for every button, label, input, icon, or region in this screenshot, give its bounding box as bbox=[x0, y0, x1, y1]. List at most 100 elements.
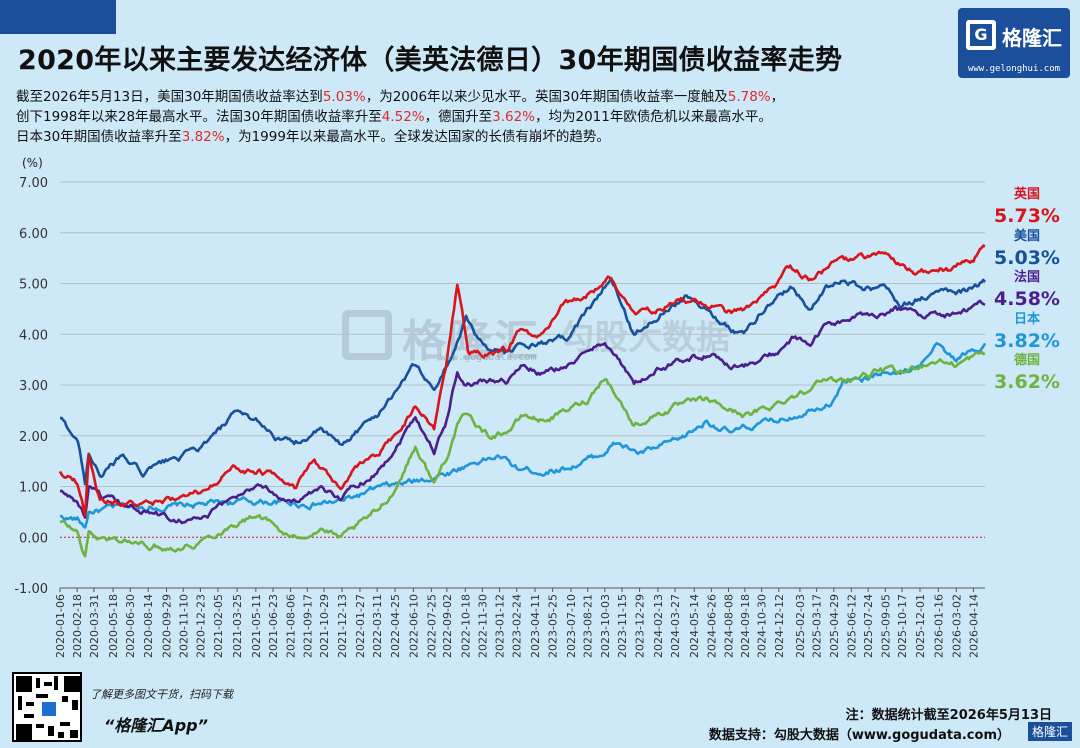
x-tick-label: 2024-02-13 bbox=[652, 594, 665, 658]
qr-module bbox=[36, 694, 48, 698]
description-line: 创下1998年以来28年最高水平。法国30年期国债收益率升至4.52%，德国升至… bbox=[16, 107, 784, 127]
x-tick-label: 2025-02-03 bbox=[794, 594, 807, 658]
description-line: 日本30年期国债收益率升至3.82%，为1999年以来最高水平。全球发达国家的长… bbox=[16, 127, 784, 147]
x-tick-label: 2023-02-24 bbox=[511, 594, 524, 658]
qr-module bbox=[62, 696, 68, 702]
qr-module bbox=[64, 676, 80, 692]
y-tick-label: 1.00 bbox=[19, 481, 48, 496]
x-tick-label: 2025-07-24 bbox=[862, 594, 875, 658]
x-tick-label: 2020-03-31 bbox=[88, 594, 101, 658]
legend-value-jp: 3.82% bbox=[994, 330, 1060, 352]
y-tick-label: 2.00 bbox=[19, 430, 48, 445]
qr-module bbox=[16, 724, 32, 740]
logo-name: 格隆汇 bbox=[1002, 26, 1062, 50]
x-tick-label: 2026-04-14 bbox=[967, 594, 980, 658]
x-tick-label: 2021-03-25 bbox=[231, 594, 244, 658]
legend-name-us: 美国 bbox=[1014, 228, 1040, 244]
x-tick-label: 2020-12-23 bbox=[194, 594, 207, 658]
qr-module bbox=[58, 732, 64, 738]
data-note: 注：数据统计截至2026年5月13日 bbox=[845, 708, 1052, 723]
qr-code[interactable] bbox=[12, 672, 82, 742]
x-tick-label: 2021-10-29 bbox=[318, 594, 331, 658]
x-tick-label: 2020-08-14 bbox=[142, 594, 155, 658]
qr-module bbox=[26, 702, 34, 706]
x-tick-label: 2020-11-10 bbox=[177, 594, 190, 658]
legend-value-us: 5.03% bbox=[994, 247, 1060, 269]
x-tick-label: 2024-08-08 bbox=[723, 594, 736, 658]
qr-module bbox=[36, 724, 44, 728]
legend-name-uk: 英国 bbox=[1013, 186, 1040, 202]
y-tick-label: 3.00 bbox=[19, 379, 48, 394]
series-line-de bbox=[59, 350, 986, 558]
x-tick-label: 2023-10-03 bbox=[599, 594, 612, 658]
series-line-us bbox=[59, 276, 987, 486]
x-tick-label: 2025-03-17 bbox=[811, 594, 824, 658]
qr-caption: 了解更多图文干货，扫码下载 bbox=[90, 688, 233, 701]
x-tick-label: 2026-01-16 bbox=[932, 594, 945, 658]
x-tick-label: 2023-05-25 bbox=[547, 594, 560, 658]
y-axis-unit-label: (%) bbox=[22, 156, 43, 170]
x-tick-label: 2024-05-14 bbox=[688, 594, 701, 658]
logo-mark-icon: G bbox=[966, 20, 996, 50]
qr-module bbox=[24, 714, 34, 718]
x-tick-label: 2022-01-27 bbox=[354, 594, 367, 658]
x-tick-label: 2022-04-25 bbox=[389, 594, 402, 658]
description-text: 创下1998年以来28年最高水平。法国30年期国债收益率升至 bbox=[16, 109, 382, 125]
brand-logo[interactable]: G 格隆汇 www.gelonghui.com bbox=[958, 8, 1070, 78]
x-tick-label: 2022-11-30 bbox=[476, 594, 489, 658]
x-tick-label: 2020-09-29 bbox=[161, 594, 174, 658]
series-line-fr bbox=[59, 299, 986, 525]
x-tick-label: 2021-05-11 bbox=[250, 594, 263, 658]
series-line-uk bbox=[58, 244, 986, 517]
highlight-value: 4.52% bbox=[381, 109, 425, 125]
description-text: 日本30年期国债收益率升至 bbox=[16, 129, 182, 145]
highlight-value: 3.82% bbox=[181, 129, 225, 145]
legend-name-de: 德国 bbox=[1014, 352, 1040, 368]
x-tick-label: 2021-12-13 bbox=[336, 594, 349, 658]
qr-module bbox=[60, 722, 70, 726]
y-tick-label: 6.00 bbox=[19, 227, 48, 242]
y-tick-label: 7.00 bbox=[19, 176, 48, 191]
watermark-url: www.gogudata.com bbox=[440, 352, 536, 363]
y-tick-label: 0.00 bbox=[19, 531, 48, 546]
x-tick-label: 2020-01-06 bbox=[54, 594, 67, 658]
description-text: ，为2006年以来少见水平。英国30年期国债收益率一度触及 bbox=[365, 89, 728, 105]
description-text: ，德国升至 bbox=[424, 109, 493, 125]
x-tick-label: 2023-08-21 bbox=[582, 594, 595, 658]
x-tick-label: 2024-03-27 bbox=[669, 594, 682, 658]
legend-name-jp: 日本 bbox=[1014, 311, 1040, 327]
x-tick-label: 2025-04-29 bbox=[828, 594, 841, 658]
y-tick-label: 4.00 bbox=[19, 328, 48, 343]
legend-name-fr: 法国 bbox=[1014, 269, 1040, 285]
app-name: “格隆汇App” bbox=[104, 716, 208, 735]
x-tick-label: 2025-12-01 bbox=[914, 594, 927, 658]
footer-corner-logo: 格隆汇 bbox=[1027, 722, 1072, 741]
legend-value-de: 3.62% bbox=[994, 371, 1060, 393]
qr-module bbox=[48, 726, 54, 736]
legend-value-uk: 5.73% bbox=[994, 205, 1060, 227]
x-tick-label: 2022-06-10 bbox=[407, 594, 420, 658]
x-tick-label: 2023-01-12 bbox=[494, 594, 507, 658]
x-tick-label: 2025-10-17 bbox=[896, 594, 909, 658]
qr-module bbox=[44, 682, 52, 686]
x-tick-label: 2021-09-17 bbox=[301, 594, 314, 658]
x-tick-label: 2024-09-18 bbox=[739, 594, 752, 658]
x-tick-label: 2024-10-30 bbox=[756, 594, 769, 658]
legend-value-fr: 4.58% bbox=[994, 288, 1060, 310]
x-tick-label: 2020-05-18 bbox=[107, 594, 120, 658]
logo-url: www.gelonghui.com bbox=[967, 64, 1061, 74]
description-text: ，均为2011年欧债危机以来最高水平。 bbox=[535, 109, 772, 125]
description-line: 截至2026年5月13日，美国30年期国债收益率达到5.03%，为2006年以来… bbox=[16, 87, 784, 107]
x-tick-label: 2023-12-29 bbox=[634, 594, 647, 658]
description-text: ， bbox=[770, 89, 785, 105]
qr-module bbox=[16, 676, 32, 692]
data-source: 数据支持：勾股大数据（www.gogudata.com） bbox=[708, 728, 1010, 743]
x-tick-label: 2020-02-18 bbox=[71, 594, 84, 658]
x-tick-label: 2023-11-15 bbox=[616, 594, 629, 658]
qr-module bbox=[36, 678, 40, 688]
qr-module bbox=[18, 696, 22, 710]
x-tick-label: 2021-08-06 bbox=[285, 594, 298, 658]
page-title: 2020年以来主要发达经济体（美英法德日）30年期国债收益率走势 bbox=[18, 45, 843, 76]
x-tick-label: 2024-06-26 bbox=[705, 594, 718, 658]
